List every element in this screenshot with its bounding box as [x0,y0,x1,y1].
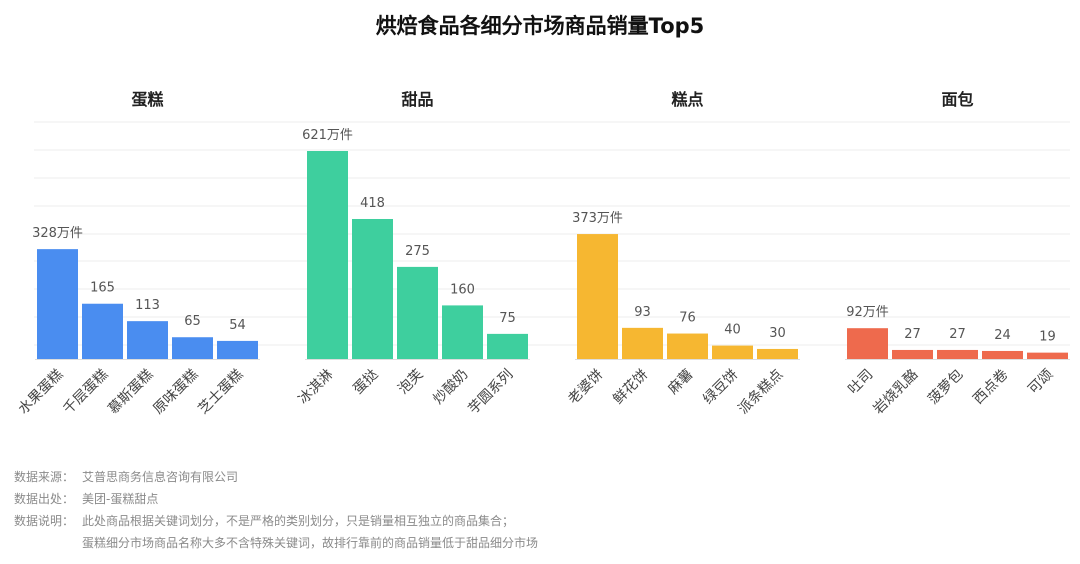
value-label-0-1: 165 [90,281,115,296]
origin-note: 数据出处： 美团-蛋糕甜点 [14,488,538,510]
bar-3-4 [1027,352,1068,359]
category-label-0-4: 芝士蛋糕 [195,367,246,418]
chart-notes: 数据来源： 艾普思商务信息咨询有限公司 数据出处： 美团-蛋糕甜点 数据说明： 此处商… [14,466,538,554]
bar-1-4 [487,333,528,359]
group-title-1: 甜品 [401,90,433,109]
value-label-3-3: 24 [994,328,1011,343]
category-label-2-4: 派条糕点 [735,366,787,418]
value-label-2-2: 76 [679,311,696,326]
value-label-0-0: 328万件 [32,226,83,241]
value-label-1-3: 160 [450,282,475,297]
category-label-1-3: 炒酸奶 [430,367,471,408]
category-label-3-2: 菠萝包 [925,367,966,408]
chart-title: 烘焙食品各细分市场商品销量Top5 [375,14,705,38]
category-label-1-4: 芋圆系列 [465,367,516,418]
description-line-2: 蛋糕细分市场商品名称大多不含特殊关键词，故排行靠前的商品销量低于甜品细分市场 [82,536,539,550]
value-label-3-2: 27 [949,327,966,342]
bar-3-2 [937,349,978,359]
source-label: 数据来源： [14,470,75,484]
category-label-3-0: 吐司 [845,367,876,398]
source-text: 艾普思商务信息咨询有限公司 [82,470,239,484]
value-label-2-3: 40 [724,323,741,338]
bar-1-3 [442,305,483,359]
category-label-2-2: 麻薯 [665,367,696,398]
category-label-1-2: 泡芙 [395,366,427,398]
description-note: 数据说明： 此处商品根据关键词划分，不是严格的类别划分，只是销量相互独立的商品集合… [14,510,538,532]
value-label-2-4: 30 [769,326,786,341]
category-label-0-3: 原味蛋糕 [150,367,201,418]
group-title-2: 糕点 [671,90,703,109]
value-label-1-4: 75 [499,311,516,326]
bar-1-1 [352,218,393,359]
group-title-3: 面包 [941,90,973,109]
category-label-0-2: 慕斯蛋糕 [105,367,156,418]
origin-text: 美团-蛋糕甜点 [82,492,159,506]
bar-1-0 [307,151,348,359]
category-label-3-1: 岩烧乳酪 [870,367,921,418]
value-label-1-2: 275 [405,244,430,259]
bar-0-3 [172,337,213,359]
value-label-0-3: 65 [184,314,201,329]
category-label-0-0: 水果蛋糕 [15,367,66,418]
bar-2-0 [577,234,618,359]
bar-0-1 [82,303,123,359]
value-label-0-2: 113 [135,298,160,313]
category-label-1-1: 蛋挞 [350,367,381,398]
description-label: 数据说明： [14,514,75,528]
bar-0-2 [127,321,168,359]
value-label-2-0: 373万件 [572,211,623,226]
category-label-2-3: 绿豆饼 [700,367,741,408]
bar-2-3 [712,345,753,359]
bar-3-0 [847,328,888,359]
value-label-3-0: 92万件 [846,305,889,320]
category-label-2-1: 鲜花饼 [610,367,651,408]
bar-3-3 [982,350,1023,359]
value-label-3-1: 27 [904,327,921,342]
category-label-2-0: 老婆饼 [565,367,606,408]
bar-0-0 [37,249,78,359]
description-line-1: 此处商品根据关键词划分，不是严格的类别划分，只是销量相互独立的商品集合； [82,514,515,528]
bar-1-2 [397,266,438,359]
group-title-0: 蛋糕 [131,90,163,109]
category-label-3-3: 西点卷 [970,367,1011,408]
value-label-2-1: 93 [634,305,651,320]
category-label-1-0: 冰淇淋 [295,367,336,408]
bar-2-1 [622,327,663,359]
category-label-0-1: 千层蛋糕 [60,367,111,418]
value-label-1-0: 621万件 [302,128,353,143]
category-label-3-4: 可颂 [1025,367,1056,398]
value-label-0-4: 54 [229,318,246,333]
bar-0-4 [217,340,258,359]
bar-3-1 [892,349,933,359]
bar-2-4 [757,348,798,359]
source-note: 数据来源： 艾普思商务信息咨询有限公司 [14,466,538,488]
value-label-3-4: 19 [1039,330,1056,345]
origin-label: 数据出处： [14,492,75,506]
value-label-1-1: 418 [360,196,385,211]
bar-2-2 [667,333,708,359]
